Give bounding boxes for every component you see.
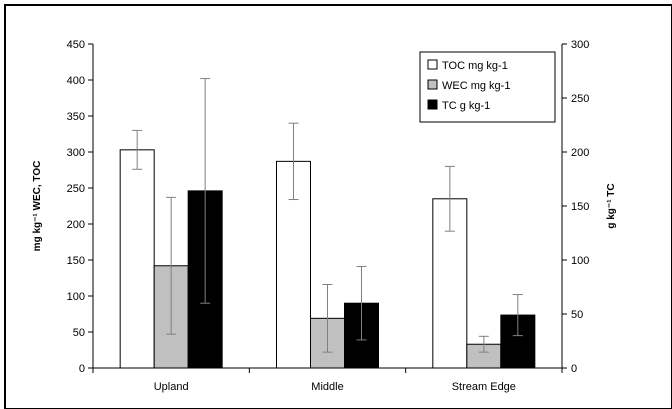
x-tick-label: Upland bbox=[154, 381, 189, 393]
y2-tick-label: 300 bbox=[571, 39, 589, 51]
x-tick-label: Middle bbox=[311, 381, 343, 393]
y-tick-label: 250 bbox=[67, 183, 85, 195]
y-tick-label: 0 bbox=[79, 363, 85, 375]
legend: TOC mg kg-1 WEC mg kg-1 TC g kg-1 bbox=[419, 51, 556, 123]
y-tick-label: 450 bbox=[67, 39, 85, 51]
legend-swatch bbox=[427, 99, 438, 110]
legend-label: TC g kg-1 bbox=[442, 100, 490, 112]
y-tick-label: 400 bbox=[67, 75, 85, 87]
y2-tick-label: 200 bbox=[571, 147, 589, 159]
y-tick-label: 200 bbox=[67, 219, 85, 231]
y2-tick-label: 250 bbox=[571, 93, 589, 105]
bars-layer bbox=[119, 78, 536, 369]
y-tick-label: 300 bbox=[67, 147, 85, 159]
legend-box bbox=[419, 51, 556, 123]
y-tick-label: 150 bbox=[67, 255, 85, 267]
legend-label: WEC mg kg-1 bbox=[442, 80, 510, 92]
legend-swatch bbox=[427, 79, 438, 90]
legend-label: TOC mg kg-1 bbox=[442, 60, 508, 72]
y-axis-title: mg kg⁻¹ WEC, TOC bbox=[32, 161, 43, 252]
x-tick-label: Stream Edge bbox=[452, 381, 516, 393]
legend-swatch bbox=[427, 59, 438, 70]
y2-tick-label: 0 bbox=[571, 363, 577, 375]
y2-axis-title: g kg⁻¹ TC bbox=[606, 183, 617, 228]
y-tick-label: 350 bbox=[67, 111, 85, 123]
y-tick-label: 100 bbox=[67, 291, 85, 303]
axes-layer: 0 50 100 150 200 250 300 350 400 450 0 50 100 150 200 2… bbox=[32, 39, 617, 393]
bar bbox=[119, 149, 155, 369]
y2-tick-label: 50 bbox=[571, 309, 583, 321]
y-tick-label: 50 bbox=[73, 327, 85, 339]
y2-tick-label: 100 bbox=[571, 255, 589, 267]
y2-tick-label: 150 bbox=[571, 201, 589, 213]
